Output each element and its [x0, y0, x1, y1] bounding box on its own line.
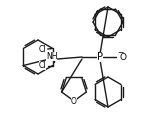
Text: =: = [117, 49, 123, 59]
Text: O: O [71, 96, 77, 105]
Text: O: O [119, 53, 127, 61]
Text: NH: NH [46, 52, 57, 61]
Text: Cl: Cl [39, 61, 47, 70]
Text: Cl: Cl [39, 45, 47, 54]
Text: P: P [97, 52, 103, 62]
